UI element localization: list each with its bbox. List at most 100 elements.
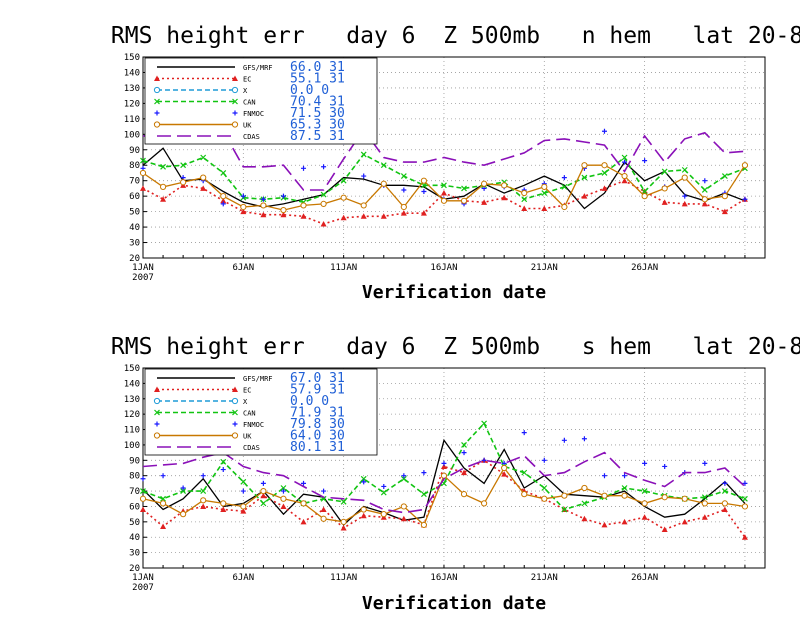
data-point [400, 503, 407, 510]
legend-marker [153, 397, 161, 405]
y-tick-label: 50 [129, 208, 140, 218]
legend-label: CDAS [243, 444, 260, 452]
data-point [260, 480, 266, 486]
data-point [601, 170, 608, 176]
data-point [180, 488, 187, 495]
legend-label: UK [243, 433, 252, 441]
data-point [220, 170, 227, 176]
data-point [360, 151, 367, 158]
series-uk [139, 162, 749, 214]
data-point [320, 191, 327, 198]
legend-stat: 0.0 0 [290, 394, 329, 409]
data-point [260, 500, 267, 507]
data-point [581, 436, 587, 442]
data-point [461, 441, 467, 448]
x-tick-label: 26JAN [631, 573, 658, 583]
data-point [621, 177, 628, 184]
series-uk [139, 464, 749, 529]
x-tick-label: 21JAN [531, 573, 558, 583]
data-point [380, 213, 387, 219]
data-point [621, 172, 628, 180]
data-point [340, 194, 347, 201]
data-point [521, 196, 528, 203]
data-point [561, 175, 567, 181]
series-ec [140, 457, 748, 540]
legend-stat: 57.9 31 [290, 383, 345, 398]
data-point [180, 485, 186, 491]
data-point [159, 500, 167, 507]
legend-stat: 67.0 31 [290, 371, 345, 386]
data-point [541, 485, 548, 491]
legend-marker [153, 432, 161, 439]
y-tick-label: 100 [124, 441, 140, 451]
legend-stat: 55.1 31 [290, 72, 345, 87]
data-point [380, 162, 387, 169]
y-tick-label: 150 [124, 53, 140, 63]
data-point [340, 177, 347, 184]
data-point [641, 193, 648, 200]
legend-stat: 87.5 31 [290, 129, 345, 144]
data-point [260, 211, 267, 218]
data-point [421, 470, 427, 476]
data-point [139, 169, 147, 177]
data-point [481, 457, 487, 463]
data-point [541, 205, 548, 212]
legend-label: GFS/MRF [243, 64, 273, 72]
data-point [320, 220, 327, 227]
data-point [401, 187, 407, 193]
data-point [360, 512, 367, 519]
series-cdas [142, 451, 746, 514]
x-tick-label: 11JAN [330, 263, 357, 273]
data-point [440, 472, 448, 479]
data-point [160, 163, 166, 170]
data-point [240, 203, 247, 211]
y-tick-label: 140 [124, 68, 140, 78]
x-tick-label: 16JAN [430, 263, 457, 273]
data-point [360, 506, 367, 513]
data-point [701, 187, 708, 193]
x-year-label: 2007 [132, 273, 154, 283]
data-point [440, 190, 447, 196]
data-point [240, 488, 246, 494]
legend-label: FNMOC [243, 421, 264, 429]
data-point [742, 495, 748, 502]
data-point [621, 492, 628, 499]
x-tick-label: 26JAN [631, 263, 658, 273]
data-point [662, 463, 668, 469]
data-point [360, 213, 367, 219]
data-point [661, 185, 668, 192]
data-point [601, 185, 608, 191]
data-point [601, 162, 608, 169]
data-point [260, 487, 267, 495]
data-point [561, 203, 568, 211]
data-point [721, 173, 728, 179]
legend-stat: 64.0 30 [290, 429, 345, 444]
data-point [400, 173, 407, 179]
data-point [461, 450, 467, 456]
legend-label: GFS/MRF [243, 375, 273, 383]
data-point [581, 162, 588, 169]
y-tick-label: 70 [129, 177, 140, 187]
data-point [401, 473, 407, 479]
legend-label: X [243, 87, 248, 95]
data-point [220, 197, 227, 204]
data-point [460, 491, 468, 498]
legend-marker [232, 409, 238, 416]
data-point [622, 159, 628, 165]
data-point [541, 457, 547, 463]
y-tick-label: 60 [129, 502, 140, 512]
data-point [541, 183, 548, 190]
data-point [622, 473, 628, 479]
data-point [340, 525, 347, 531]
data-point [220, 458, 227, 465]
data-point [220, 506, 227, 513]
data-point [380, 489, 387, 496]
data-point [200, 503, 207, 509]
data-point [380, 511, 387, 518]
data-point [681, 495, 688, 502]
data-point [642, 158, 648, 164]
data-point [722, 480, 728, 486]
data-point [701, 514, 708, 520]
data-point [441, 182, 447, 189]
y-tick-label: 80 [129, 161, 140, 171]
